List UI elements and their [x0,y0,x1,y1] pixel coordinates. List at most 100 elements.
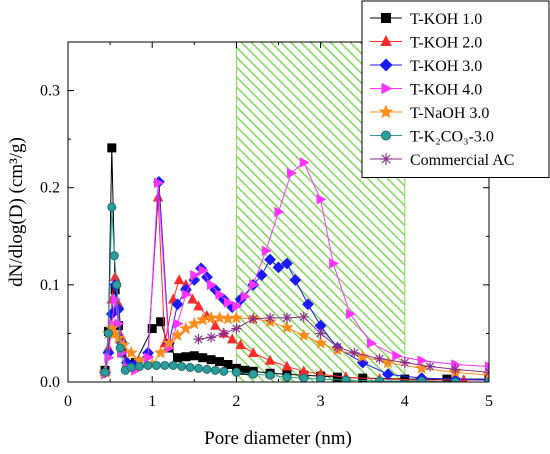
data-point [417,355,428,366]
x-tick-label: 5 [485,393,493,410]
data-point [316,374,326,382]
data-point [194,363,204,373]
asterisk-stroke [299,312,308,322]
data-point [265,370,275,380]
data-point [172,353,182,363]
data-point [187,293,198,304]
data-point [484,361,489,372]
data-point [173,318,184,329]
data-point [143,352,154,363]
legend-label: T-KOH 2.0 [410,35,482,52]
data-point [160,360,170,370]
data-point [231,367,241,377]
data-point [109,251,119,261]
legend-item: T-KOH 3.0 [370,58,482,75]
data-point [151,360,161,370]
data-point [298,311,309,323]
asterisk-stroke [425,362,435,371]
data-point [316,194,327,205]
asterisk-stroke [219,329,228,338]
legend-swatch-marker [380,153,392,165]
legend-swatch-marker [381,82,393,95]
data-point [399,357,410,368]
data-point [170,328,185,342]
data-point [103,328,113,338]
legend-item: T-K₂CO₃-3.0 [370,129,494,146]
data-point [313,336,328,349]
legend-item: T-NaOH 3.0 [370,104,489,122]
series-line [198,316,489,373]
legend-item: Commercial AC [370,152,514,169]
data-point [235,339,246,350]
data-point [156,317,166,327]
data-point [171,298,184,311]
data-point [374,353,385,364]
data-point [248,313,259,325]
legend-swatch-marker [381,13,391,23]
data-point [111,331,126,344]
data-point [226,333,238,344]
asterisk-stroke [265,313,275,322]
data-point [450,377,460,382]
legend-box [361,0,550,178]
data-point [349,347,360,359]
data-point [249,279,260,291]
asterisk-stroke [451,365,460,374]
x-axis-label: Pore diameter (nm) [204,428,352,449]
data-point [107,202,117,212]
data-point [382,368,394,381]
data-point [280,320,294,334]
asterisk-stroke [249,314,258,323]
legend-label: T-NaOH 3.0 [410,105,489,122]
y-axis-label: dN/dlog(D) (cm³/g) [6,137,27,287]
x-tick-label: 2 [232,393,240,410]
data-point [207,279,218,291]
data-point [240,291,251,302]
data-point [202,364,212,374]
data-point [315,328,326,339]
data-point [264,354,276,365]
data-point [329,258,340,269]
data-point [231,323,242,334]
asterisk-stroke [400,358,409,367]
legend-swatch-marker [378,104,394,119]
legend-item: T-KOH 2.0 [370,35,482,52]
data-point [168,360,178,370]
data-point [287,167,298,179]
data-point [345,308,356,320]
data-point [302,298,314,311]
data-point [248,346,259,357]
data-point [193,334,204,345]
data-point [375,376,385,382]
data-point [299,157,310,168]
data-point [289,274,302,286]
data-point [111,294,122,305]
y-tick-label: 0.0 [40,374,60,391]
asterisk-stroke [350,348,359,357]
data-point [187,316,201,330]
data-point [356,349,370,363]
legend-swatch-marker [381,130,391,141]
data-point [205,332,217,343]
data-point [181,289,192,300]
data-point [219,366,229,376]
y-tick-label: 0.1 [40,277,60,294]
data-point [483,367,489,378]
data-point [190,269,201,281]
data-point [210,365,220,375]
data-point [255,269,268,282]
data-point [450,364,461,375]
legend-item: T-KOH 1.0 [370,11,482,28]
legend-label: T-KOH 4.0 [410,82,482,99]
data-point [297,328,311,342]
legend: T-KOH 1.0 T-KOH 2.0 T-KOH 3.0 T-KOH 4.0 T-Na… [361,0,550,178]
asterisk-stroke [207,333,216,342]
asterisk-stroke [232,324,241,333]
data-point [264,253,276,266]
data-point [264,312,276,324]
data-point [143,360,153,370]
tick-labels: 0 1 2 3 4 5 0.0 0.1 0.2 0.3 [40,83,493,410]
data-point [179,321,193,335]
data-point [185,362,195,372]
